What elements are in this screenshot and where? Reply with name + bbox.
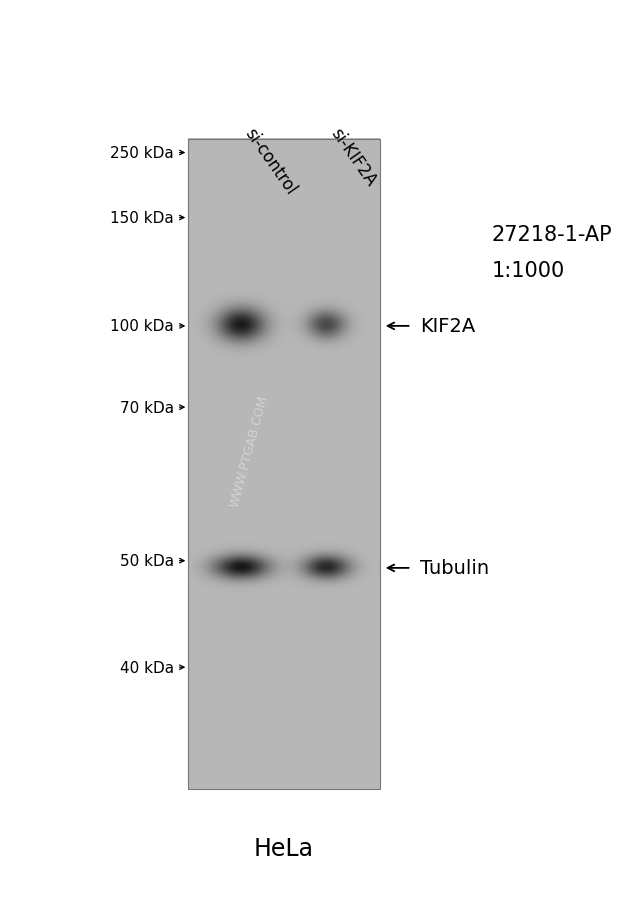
Text: 27218-1-AP: 27218-1-AP: [491, 225, 612, 244]
Text: 100 kDa: 100 kDa: [110, 319, 174, 334]
Text: 1:1000: 1:1000: [491, 261, 565, 281]
Text: si-KIF2A: si-KIF2A: [327, 125, 380, 189]
Text: 150 kDa: 150 kDa: [110, 211, 174, 226]
Text: Tubulin: Tubulin: [420, 558, 489, 578]
Text: 250 kDa: 250 kDa: [110, 146, 174, 161]
Text: HeLa: HeLa: [254, 836, 314, 860]
Text: WWW.PTGAB.COM: WWW.PTGAB.COM: [228, 393, 270, 509]
Text: 50 kDa: 50 kDa: [120, 554, 174, 568]
Text: si-control: si-control: [241, 125, 300, 198]
Text: 70 kDa: 70 kDa: [120, 400, 174, 415]
Text: 40 kDa: 40 kDa: [120, 660, 174, 675]
Bar: [188, 140, 380, 789]
Text: KIF2A: KIF2A: [420, 317, 475, 336]
